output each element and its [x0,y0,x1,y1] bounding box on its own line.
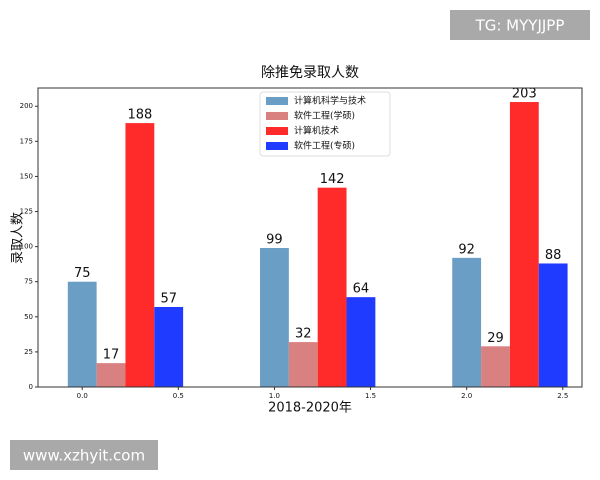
value-label: 99 [266,233,283,248]
y-axis-label: 录取人数 [11,212,26,264]
value-label: 88 [545,248,562,263]
y-tick-label: 200 [20,102,33,110]
value-label: 29 [487,331,504,346]
bar [260,248,289,387]
value-label: 75 [74,266,91,281]
x-tick-label: 2.0 [461,392,472,400]
x-axis-label: 2018-2020年 [268,401,352,416]
bar [452,257,482,387]
bar [509,102,539,387]
value-label: 17 [103,348,120,363]
legend-swatch [266,127,288,135]
legend-label: 计算机技术 [294,125,339,137]
bar [317,187,347,387]
watermark: TG: MYYJJPP [475,17,565,35]
y-tick-label: 75 [24,278,33,286]
bar [96,363,126,387]
value-label: 64 [353,282,370,297]
x-tick-label: 1.5 [365,392,376,400]
legend-label: 软件工程(专硕) [294,140,355,152]
y-tick-label: 25 [24,348,33,356]
bar [538,263,568,387]
plot-frame [37,87,583,388]
x-tick-label: 1.0 [269,392,280,400]
value-label: 142 [320,172,345,187]
y-tick-label: 50 [24,313,33,321]
y-tick-label: 125 [20,208,33,216]
legend-label: 计算机科学与技术 [294,95,366,107]
value-label: 188 [127,108,152,123]
chart-title: 除推免录取人数 [261,65,359,81]
bar [67,281,97,387]
y-tick-label: 100 [20,243,33,251]
bar [288,342,318,387]
y-tick-label: 150 [20,172,33,180]
value-label: 92 [458,242,475,257]
watermark-box [10,440,158,470]
y-tick-label: 0 [29,383,33,391]
legend-swatch [266,97,288,105]
watermark: www.xzhyit.com [23,447,145,465]
legend-swatch [266,112,288,120]
bar [481,346,510,387]
x-tick-label: 2.5 [557,392,568,400]
value-label: 203 [512,87,537,102]
legend-label: 软件工程(学硕) [294,110,355,122]
y-tick-label: 175 [20,137,33,145]
x-tick-label: 0.0 [77,392,88,400]
value-label: 57 [160,291,177,306]
legend-swatch [266,142,288,150]
bar [154,306,184,387]
watermark-box [450,10,590,40]
x-tick-label: 0.5 [173,392,184,400]
legend-box [259,91,391,157]
value-label: 32 [295,327,312,342]
bar [346,297,376,387]
bar [125,123,155,387]
